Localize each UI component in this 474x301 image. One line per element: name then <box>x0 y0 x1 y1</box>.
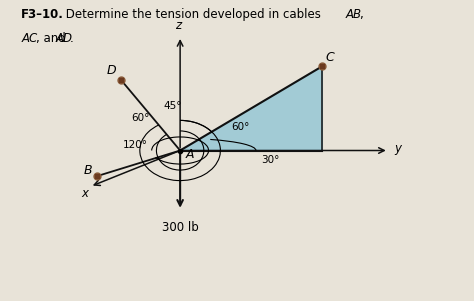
Text: z: z <box>175 19 181 32</box>
Text: 120°: 120° <box>123 140 147 150</box>
Text: ,: , <box>359 8 363 20</box>
Text: A: A <box>185 147 194 161</box>
Text: D: D <box>107 64 116 77</box>
Text: 60°: 60° <box>232 122 250 132</box>
Text: , and: , and <box>36 32 69 45</box>
Text: .: . <box>70 32 74 45</box>
Text: AD: AD <box>56 32 73 45</box>
Text: 30°: 30° <box>261 155 279 165</box>
Text: AC: AC <box>21 32 37 45</box>
Text: C: C <box>325 51 334 64</box>
Text: Determine the tension developed in cables: Determine the tension developed in cable… <box>62 8 324 20</box>
Polygon shape <box>180 66 322 150</box>
Text: 45°: 45° <box>164 101 182 111</box>
Text: F3–10.: F3–10. <box>21 8 64 20</box>
Text: 300 lb: 300 lb <box>162 221 199 234</box>
Text: x: x <box>81 187 88 200</box>
Text: AB: AB <box>346 8 362 20</box>
Text: y: y <box>395 142 401 156</box>
Text: B: B <box>83 163 92 177</box>
Text: 60°: 60° <box>131 113 149 123</box>
